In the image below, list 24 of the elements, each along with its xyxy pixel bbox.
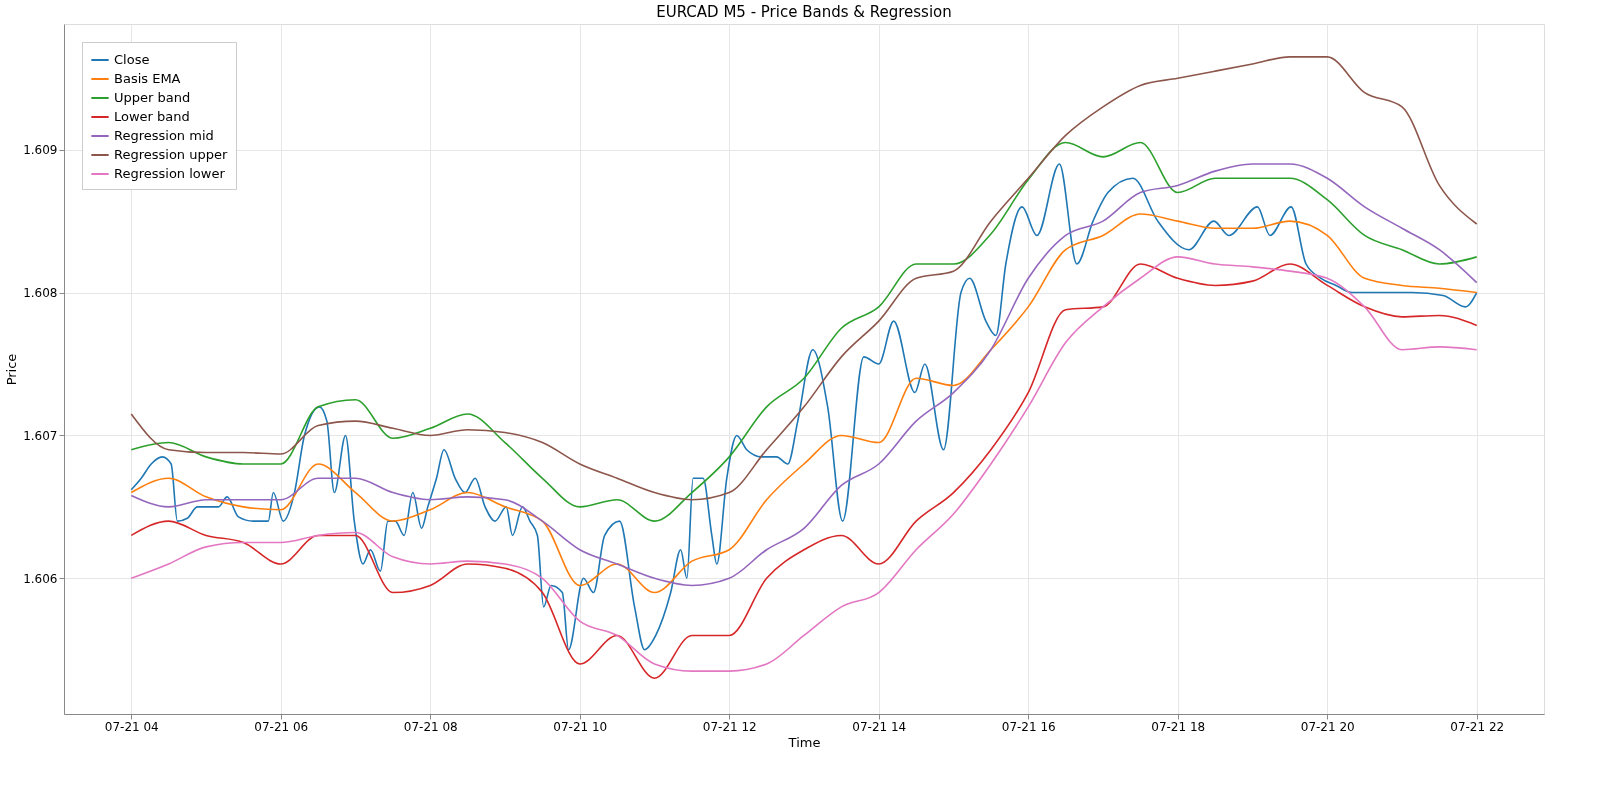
x-tick-label: 07-21 08 <box>403 719 458 734</box>
chart-title: EURCAD M5 - Price Bands & Regression <box>656 3 952 21</box>
x-tick-label: 07-21 10 <box>553 719 608 734</box>
y-tick-label: 1.607 <box>23 428 58 443</box>
x-axis-title: Time <box>787 734 821 750</box>
legend-label: Basis EMA <box>114 71 181 86</box>
y-tick-label: 1.609 <box>23 143 58 158</box>
x-tick-label: 07-21 22 <box>1450 719 1505 734</box>
x-tick-label: 07-21 04 <box>104 719 159 734</box>
legend-label: Regression lower <box>114 166 226 181</box>
y-tick-label: 1.608 <box>23 286 58 301</box>
y-axis-title: Price <box>4 353 20 386</box>
legend-label: Regression mid <box>114 128 214 143</box>
x-tick-label: 07-21 20 <box>1300 719 1355 734</box>
legend-label: Regression upper <box>114 147 228 162</box>
legend-label: Upper band <box>114 90 191 105</box>
legend-label: Close <box>114 52 150 67</box>
x-tick-label: 07-21 12 <box>702 719 757 734</box>
legend-label: Lower band <box>114 109 190 124</box>
x-tick-label: 07-21 06 <box>254 719 309 734</box>
y-tick-label: 1.606 <box>23 571 58 586</box>
x-tick-label: 07-21 14 <box>852 719 907 734</box>
x-tick-label: 07-21 18 <box>1151 719 1206 734</box>
x-tick-label: 07-21 16 <box>1001 719 1056 734</box>
